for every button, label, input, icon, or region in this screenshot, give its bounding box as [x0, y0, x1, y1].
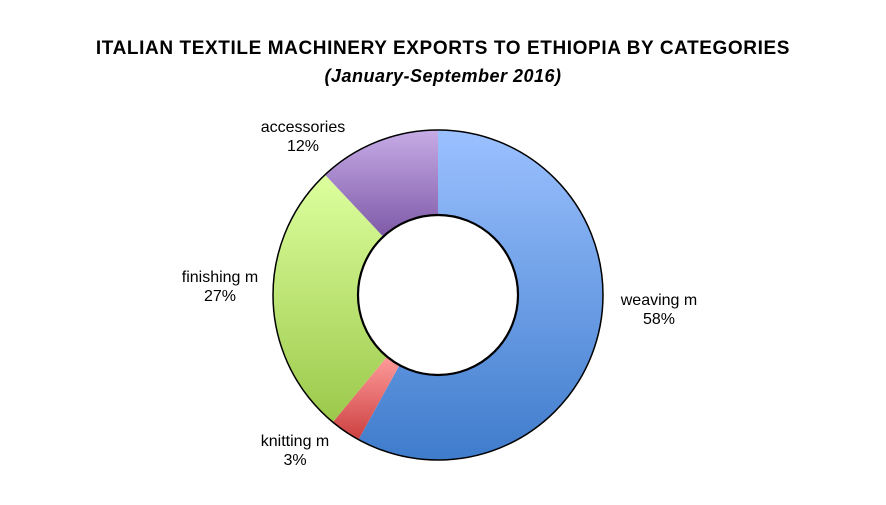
outer-ring [272, 129, 604, 461]
label-accessories-name: accessories [260, 119, 346, 136]
label-knitting-pct: 3% [283, 452, 307, 469]
label-knitting-name: knitting m [260, 433, 330, 450]
slice-weaving-m [358, 130, 603, 461]
chart-subtitle: (January-September 2016) [324, 66, 562, 86]
slice-finishing-m [273, 174, 388, 423]
label-accessories: accessories 12% [243, 118, 363, 156]
label-finishing-name: finishing m [181, 269, 259, 286]
donut-hole [356, 213, 520, 377]
chart-title: ITALIAN TEXTILE MACHINERY EXPORTS TO ETH… [95, 38, 791, 59]
label-weaving: weaving m 58% [604, 291, 714, 329]
label-finishing: finishing m 27% [160, 268, 280, 306]
slice-knitting-m [332, 356, 400, 440]
label-finishing-pct: 27% [203, 288, 237, 305]
label-weaving-name: weaving m [620, 292, 698, 309]
label-weaving-pct: 58% [642, 311, 676, 328]
slice-accessories [325, 130, 438, 237]
label-accessories-pct: 12% [286, 138, 320, 155]
label-knitting: knitting m 3% [240, 432, 350, 470]
